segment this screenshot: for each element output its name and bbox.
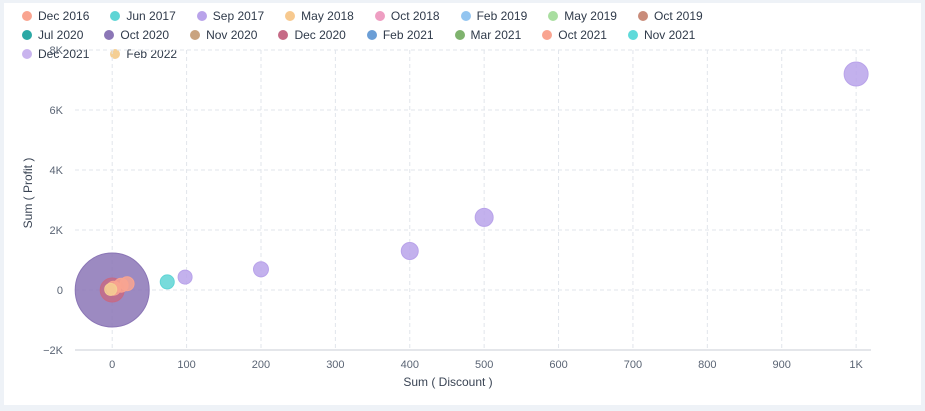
data-point[interactable] [159, 274, 175, 290]
x-tick-label: 0 [109, 359, 115, 371]
legend-item[interactable]: May 2019 [548, 7, 617, 24]
y-tick-label: 0 [57, 285, 63, 297]
legend-swatch [285, 10, 296, 21]
y-tick-label: 6K [50, 105, 64, 117]
legend-swatch [110, 10, 121, 21]
legend-item[interactable]: Mar 2021 [454, 26, 522, 43]
x-tick-label: 500 [475, 359, 493, 371]
legend-swatch [22, 10, 32, 21]
legend-label: Jun 2017 [126, 8, 176, 23]
x-tick-label: 600 [549, 359, 567, 371]
x-tick-label: 900 [773, 359, 791, 371]
legend-swatch [110, 48, 121, 59]
legend-item[interactable]: Nov 2020 [190, 26, 257, 43]
legend-item[interactable]: Oct 2020 [104, 26, 169, 43]
data-point[interactable] [474, 207, 494, 227]
legend-swatch [104, 29, 115, 40]
y-tick-label: 4K [50, 165, 64, 177]
legend-label: Nov 2021 [643, 27, 696, 42]
legend-label: Dec 2016 [38, 8, 90, 23]
data-point[interactable] [177, 269, 193, 285]
data-point[interactable] [252, 261, 269, 278]
legend-label: Feb 2021 [382, 27, 434, 42]
legend-swatch [454, 29, 465, 40]
legend-label: May 2018 [301, 8, 354, 23]
legend-item[interactable]: Feb 2019 [460, 7, 528, 24]
legend-label: Oct 2018 [390, 8, 440, 23]
x-tick-label: 200 [252, 359, 270, 371]
legend-item[interactable]: Jul 2020 [22, 26, 83, 43]
legend-label: Oct 2021 [558, 27, 607, 42]
legend-item[interactable]: Nov 2021 [627, 26, 696, 43]
legend-item[interactable]: Dec 2016 [22, 7, 89, 24]
x-tick-label: 1K [849, 359, 863, 371]
legend-swatch [22, 29, 32, 40]
legend-item[interactable]: Dec 2020 [278, 26, 346, 43]
chart-legend: Dec 2016 Jun 2017 Sep 2017 May 2018 Oct 2018… [22, 7, 802, 62]
y-tick-label: 2K [50, 225, 64, 237]
legend-label: Dec 2020 [294, 27, 346, 42]
legend-label: Oct 2019 [653, 8, 703, 23]
legend-label: Mar 2021 [470, 27, 522, 42]
legend-label: Jul 2020 [38, 27, 84, 42]
legend-label: Nov 2020 [206, 27, 258, 42]
x-tick-label: 300 [326, 359, 344, 371]
legend-swatch [366, 29, 377, 40]
legend-label: Oct 2020 [120, 27, 170, 42]
y-tick-label: 8K [50, 45, 64, 57]
legend-item[interactable]: Feb 2021 [366, 26, 434, 43]
y-tick-label: −2K [43, 345, 64, 357]
chart-card: Dec 2016 Jun 2017 Sep 2017 May 2018 Oct 2018… [4, 3, 921, 405]
legend-swatch [278, 29, 289, 40]
data-point[interactable] [400, 242, 419, 260]
legend-swatch [627, 29, 638, 40]
legend-label: Feb 2019 [476, 8, 528, 23]
legend-label: Sep 2017 [212, 8, 265, 23]
legend-swatch [190, 29, 201, 40]
legend-swatch [548, 10, 559, 21]
legend-label: May 2019 [564, 8, 617, 23]
legend-swatch [374, 10, 385, 21]
legend-swatch [460, 10, 471, 21]
legend-item[interactable]: May 2018 [285, 7, 354, 24]
legend-swatch [196, 10, 207, 21]
scatter-chart: 0 100 200 300 400 500 600 700 800 900 1K −2K 0 2K 4K 6K… [21, 45, 871, 389]
x-tick-label: 100 [177, 359, 195, 371]
data-point[interactable] [843, 61, 869, 87]
x-tick-label: 400 [401, 359, 419, 371]
legend-swatch [637, 10, 648, 21]
x-tick-label: 700 [624, 359, 642, 371]
x-tick-label: 800 [698, 359, 716, 371]
x-axis-title: Sum ( Discount ) [403, 375, 492, 389]
legend-item[interactable]: Jun 2017 [110, 7, 176, 24]
legend-swatch [542, 29, 553, 40]
data-point[interactable] [104, 282, 118, 296]
legend-swatch [22, 48, 32, 59]
y-axis-title: Sum ( Profit ) [21, 158, 35, 229]
legend-item[interactable]: Oct 2021 [542, 26, 607, 43]
legend-item[interactable]: Oct 2019 [637, 7, 703, 24]
legend-item[interactable]: Oct 2018 [374, 7, 440, 24]
legend-item[interactable]: Sep 2017 [196, 7, 265, 24]
